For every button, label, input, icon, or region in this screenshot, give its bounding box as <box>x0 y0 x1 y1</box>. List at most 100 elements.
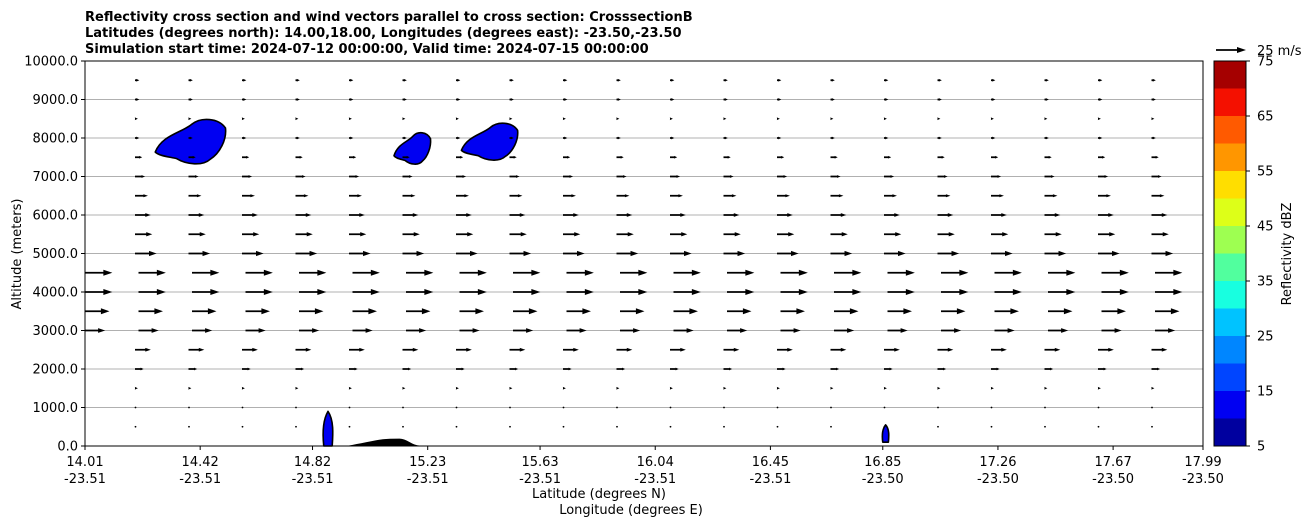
wind-vector <box>991 194 1004 198</box>
wind-vector <box>349 232 367 237</box>
y-tick-label: 9000.0 <box>33 93 79 108</box>
wind-vector <box>884 347 900 352</box>
wind-vector <box>670 250 692 257</box>
wind-vector <box>352 308 377 315</box>
wind-vector <box>673 328 694 333</box>
wind-vector <box>990 425 993 428</box>
wind-vector <box>1151 386 1155 390</box>
wind-vector <box>1098 367 1107 371</box>
wind-vector <box>192 289 220 295</box>
wind-vector <box>406 269 434 276</box>
wind-vector <box>830 367 840 371</box>
wind-vector <box>349 175 360 178</box>
wind-vector <box>670 347 686 352</box>
wind-vector <box>616 386 620 390</box>
wind-key: 25 m/s <box>1216 44 1302 59</box>
wind-vector <box>1101 269 1129 276</box>
wind-vector <box>884 232 902 237</box>
wind-vector <box>723 78 728 82</box>
reflectivity-echo <box>393 131 432 165</box>
wind-vector <box>509 406 511 409</box>
wind-vector <box>192 308 217 315</box>
wind-vector <box>830 425 832 428</box>
wind-vector <box>834 328 855 333</box>
wind-vector <box>295 347 312 352</box>
wind-vector <box>188 98 193 101</box>
wind-vector <box>1044 98 1049 101</box>
wind-vector <box>776 406 779 409</box>
wind-vector <box>1151 194 1165 198</box>
wind-vector <box>509 194 523 198</box>
colorbar-tick-label: 35 <box>1257 275 1274 290</box>
wind-vector <box>563 194 576 198</box>
wind-vector <box>673 269 701 276</box>
wind-vector <box>616 98 621 101</box>
wind-vector <box>135 98 140 101</box>
wind-vector <box>669 386 673 390</box>
wind-vector <box>727 328 748 333</box>
wind-vector <box>830 117 834 121</box>
wind-vector <box>242 98 247 101</box>
wind-vector <box>937 367 947 371</box>
wind-vector <box>513 289 541 295</box>
wind-vector <box>134 406 137 409</box>
wind-vector <box>241 117 245 121</box>
wind-vector <box>406 308 431 315</box>
wind-vector <box>991 155 999 159</box>
wind-vector <box>402 98 407 101</box>
wind-vector <box>299 308 324 315</box>
wind-vector <box>509 367 519 371</box>
reflectivity-echo <box>460 122 519 161</box>
wind-vector <box>723 117 727 121</box>
colorbar-segment <box>1214 198 1246 226</box>
wind-vector <box>188 78 193 82</box>
wind-vector <box>192 328 213 333</box>
wind-vector <box>670 78 675 82</box>
wind-vector <box>402 425 404 428</box>
wind-vector <box>1044 117 1048 121</box>
wind-vector <box>1098 98 1103 101</box>
wind-vector <box>1151 232 1169 237</box>
wind-vector <box>402 117 406 121</box>
wind-vector <box>1048 289 1076 295</box>
wind-vector <box>670 98 675 101</box>
wind-vector <box>348 406 351 409</box>
wind-vector <box>138 289 166 295</box>
wind-vector <box>138 269 166 276</box>
wind-vector <box>566 269 594 276</box>
wind-vector <box>991 232 1009 237</box>
wind-vector <box>455 386 459 390</box>
wind-vector <box>991 347 1007 352</box>
wind-vector <box>723 386 727 390</box>
wind-vector <box>566 308 591 315</box>
wind-vector <box>777 347 793 352</box>
colorbar-tick-label: 45 <box>1257 220 1274 235</box>
wind-vector <box>723 425 725 428</box>
wind-vector <box>616 425 618 428</box>
wind-vector <box>562 425 565 428</box>
wind-vector <box>513 269 541 276</box>
x-tick-label-lon: -23.51 <box>179 472 221 487</box>
wind-vector <box>459 289 487 295</box>
wind-vector <box>1151 347 1168 352</box>
wind-vector <box>1151 213 1168 217</box>
colorbar-segment <box>1214 88 1246 116</box>
wind-vector <box>188 367 198 371</box>
wind-vector <box>990 386 994 390</box>
y-tick-label: 0.0 <box>57 440 78 455</box>
wind-vector <box>295 175 306 178</box>
wind-vector <box>406 328 427 333</box>
wind-vector <box>884 175 895 178</box>
wind-vector <box>669 425 672 428</box>
y-axis: 0.0 1000.0 2000.0 3000.0 4000.0 5000.0 6000.0 7… <box>24 55 85 455</box>
wind-vector <box>242 175 253 178</box>
colorbar-segment <box>1214 116 1246 144</box>
wind-vector <box>616 136 621 140</box>
x-tick-label-lon: -23.50 <box>977 472 1019 487</box>
wind-vector <box>349 78 354 82</box>
wind-vector <box>1098 250 1120 257</box>
wind-vector <box>777 98 782 101</box>
wind-vector <box>884 98 889 101</box>
wind-vector <box>937 250 960 257</box>
wind-vector <box>1151 78 1156 82</box>
